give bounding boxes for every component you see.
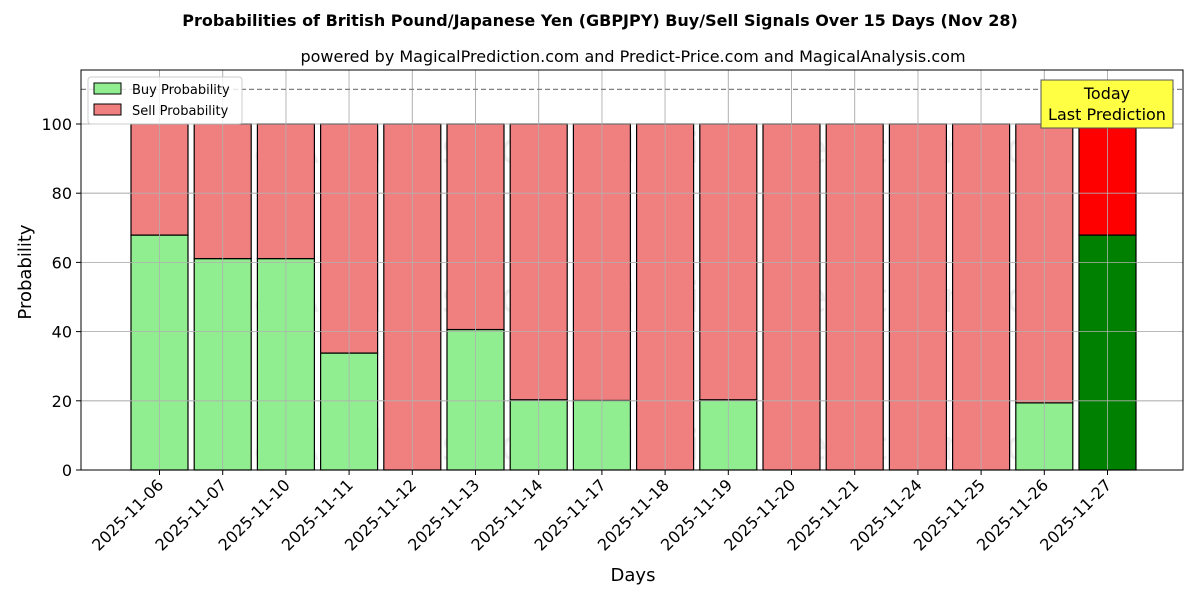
bars xyxy=(81,70,1183,471)
y-axis-ticks: 0 20 40 60 80 100 xyxy=(41,115,81,480)
y-tick-label: 40 xyxy=(52,323,72,342)
y-tick-label: 20 xyxy=(52,392,72,411)
x-axis-ticks: 2025-11-062025-11-072025-11-102025-11-11… xyxy=(88,470,1115,555)
y-tick-label: 0 xyxy=(62,461,72,480)
chart-subtitle: powered by MagicalPrediction.com and Pre… xyxy=(300,47,965,66)
annotation-line2: Last Prediction xyxy=(1048,105,1166,124)
today-annotation: Today Last Prediction xyxy=(1040,79,1174,129)
legend: Buy Probability Sell Probability xyxy=(87,76,243,125)
legend-box xyxy=(87,76,243,125)
chart-title: Probabilities of British Pound/Japanese … xyxy=(182,11,1018,30)
legend-buy-label: Buy Probability xyxy=(132,83,230,98)
y-tick-label: 60 xyxy=(52,253,72,272)
plot-frame xyxy=(80,69,1184,471)
y-tick-label: 100 xyxy=(41,115,72,134)
y-tick-label: 80 xyxy=(52,184,72,203)
y-axis-label: Probability xyxy=(15,224,36,319)
annotation-line1: Today xyxy=(1083,84,1130,103)
x-axis-label: Days xyxy=(611,565,656,586)
legend-sell-label: Sell Probability xyxy=(132,104,229,119)
annotation-box xyxy=(1040,79,1174,129)
legend-sell-swatch xyxy=(93,103,122,116)
legend-buy-swatch xyxy=(93,82,122,95)
